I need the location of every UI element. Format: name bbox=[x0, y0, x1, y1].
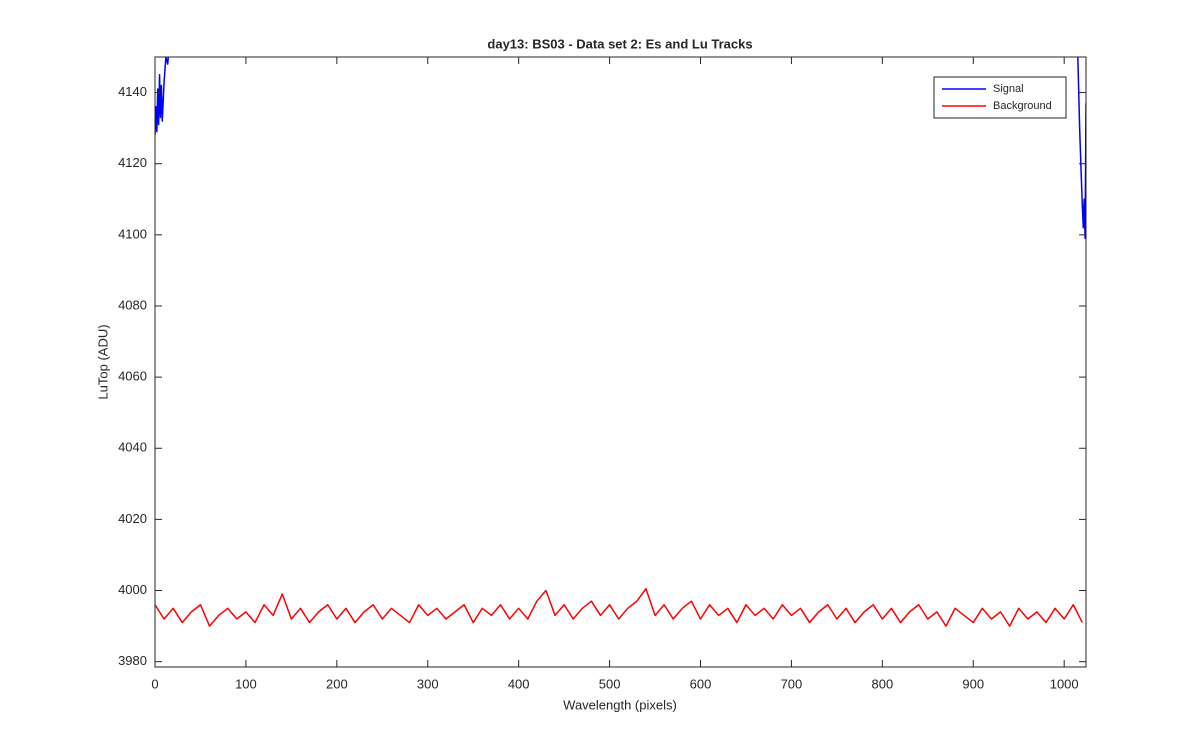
y-tick-label: 4140 bbox=[118, 84, 147, 99]
plot-lines bbox=[155, 57, 1086, 627]
x-tick-label: 0 bbox=[151, 676, 158, 691]
chart-title: day13: BS03 - Data set 2: Es and Lu Trac… bbox=[487, 36, 752, 51]
x-tick-label: 900 bbox=[962, 676, 984, 691]
y-tick-label: 4100 bbox=[118, 226, 147, 241]
y-tick-label: 3980 bbox=[118, 653, 147, 668]
x-tick-label: 800 bbox=[871, 676, 893, 691]
x-tick-label: 100 bbox=[235, 676, 257, 691]
y-tick-label: 4080 bbox=[118, 297, 147, 312]
y-tick-label: 4020 bbox=[118, 511, 147, 526]
x-tick-label: 600 bbox=[690, 676, 712, 691]
legend-label: Background bbox=[993, 100, 1052, 112]
y-tick-label: 4060 bbox=[118, 369, 147, 384]
x-tick-label: 1000 bbox=[1050, 676, 1079, 691]
x-axis-label: Wavelength (pixels) bbox=[563, 697, 677, 712]
y-tick-label: 4120 bbox=[118, 155, 147, 170]
series-line bbox=[155, 57, 1086, 240]
x-tick-label: 400 bbox=[508, 676, 530, 691]
series-line bbox=[155, 588, 1084, 627]
y-tick-label: 4000 bbox=[118, 582, 147, 597]
y-axis-label: LuTop (ADU) bbox=[95, 324, 110, 399]
x-tick-label: 700 bbox=[781, 676, 803, 691]
x-tick-label: 500 bbox=[599, 676, 621, 691]
legend-box bbox=[933, 76, 1067, 119]
x-tick-label: 200 bbox=[326, 676, 348, 691]
legend-label: Signal bbox=[993, 83, 1024, 95]
y-tick-label: 4040 bbox=[118, 440, 147, 455]
x-tick-label: 300 bbox=[417, 676, 439, 691]
plot-area bbox=[154, 56, 1087, 668]
